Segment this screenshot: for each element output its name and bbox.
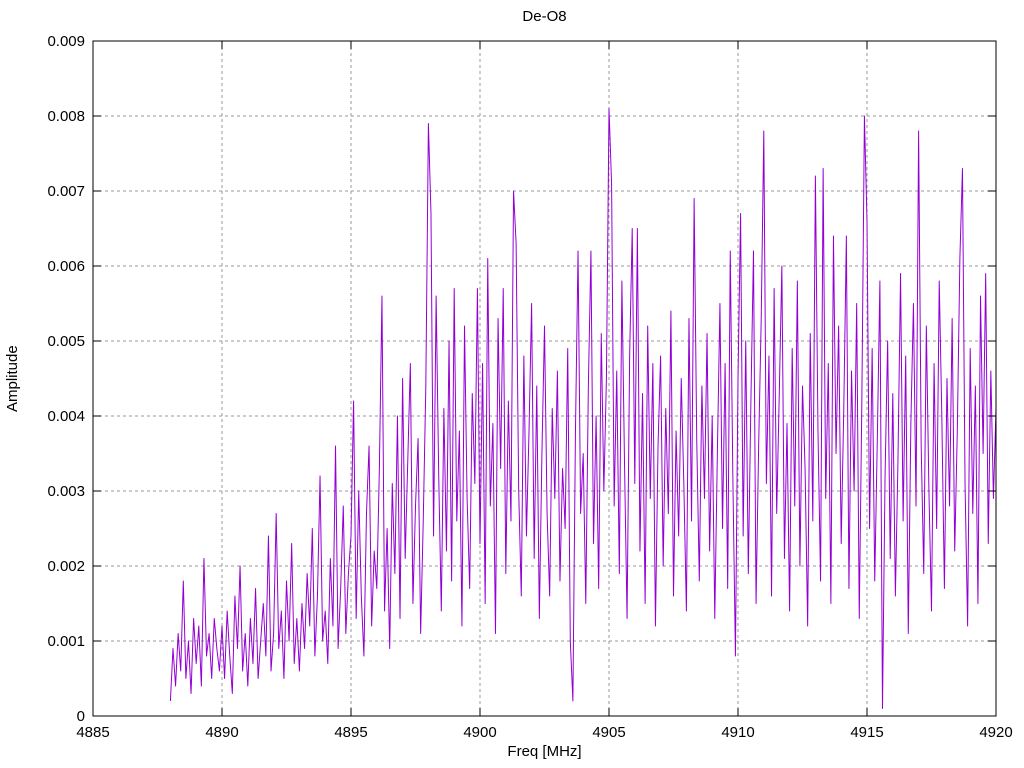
x-tick-label: 4920 — [979, 724, 1012, 741]
x-tick-label: 4915 — [850, 724, 883, 741]
x-tick-label: 4895 — [334, 724, 367, 741]
x-tick-label: 4890 — [205, 724, 238, 741]
signal-line — [169, 108, 997, 709]
x-tick-label: 4910 — [721, 724, 754, 741]
y-tick-label: 0.008 — [47, 108, 85, 125]
y-tick-label: 0.001 — [47, 633, 85, 650]
y-tick-label: 0.002 — [47, 558, 85, 575]
y-tick-label: 0.004 — [47, 408, 85, 425]
chart-title: De-O8 — [522, 8, 567, 25]
plot-frame — [92, 40, 997, 717]
y-tick-label: 0.006 — [47, 258, 85, 275]
x-tick-label: 4905 — [592, 724, 625, 741]
y-tick-label: 0.007 — [47, 183, 85, 200]
x-tick-label: 4900 — [463, 724, 496, 741]
x-axis-label: Freq [MHz] — [507, 743, 582, 760]
y-tick-label: 0 — [77, 708, 85, 725]
y-tick-label: 0.009 — [47, 33, 85, 50]
y-tick-label: 0.003 — [47, 483, 85, 500]
x-tick-label: 4885 — [76, 724, 109, 741]
y-tick-label: 0.005 — [47, 333, 85, 350]
y-axis-label: Amplitude — [4, 345, 21, 412]
